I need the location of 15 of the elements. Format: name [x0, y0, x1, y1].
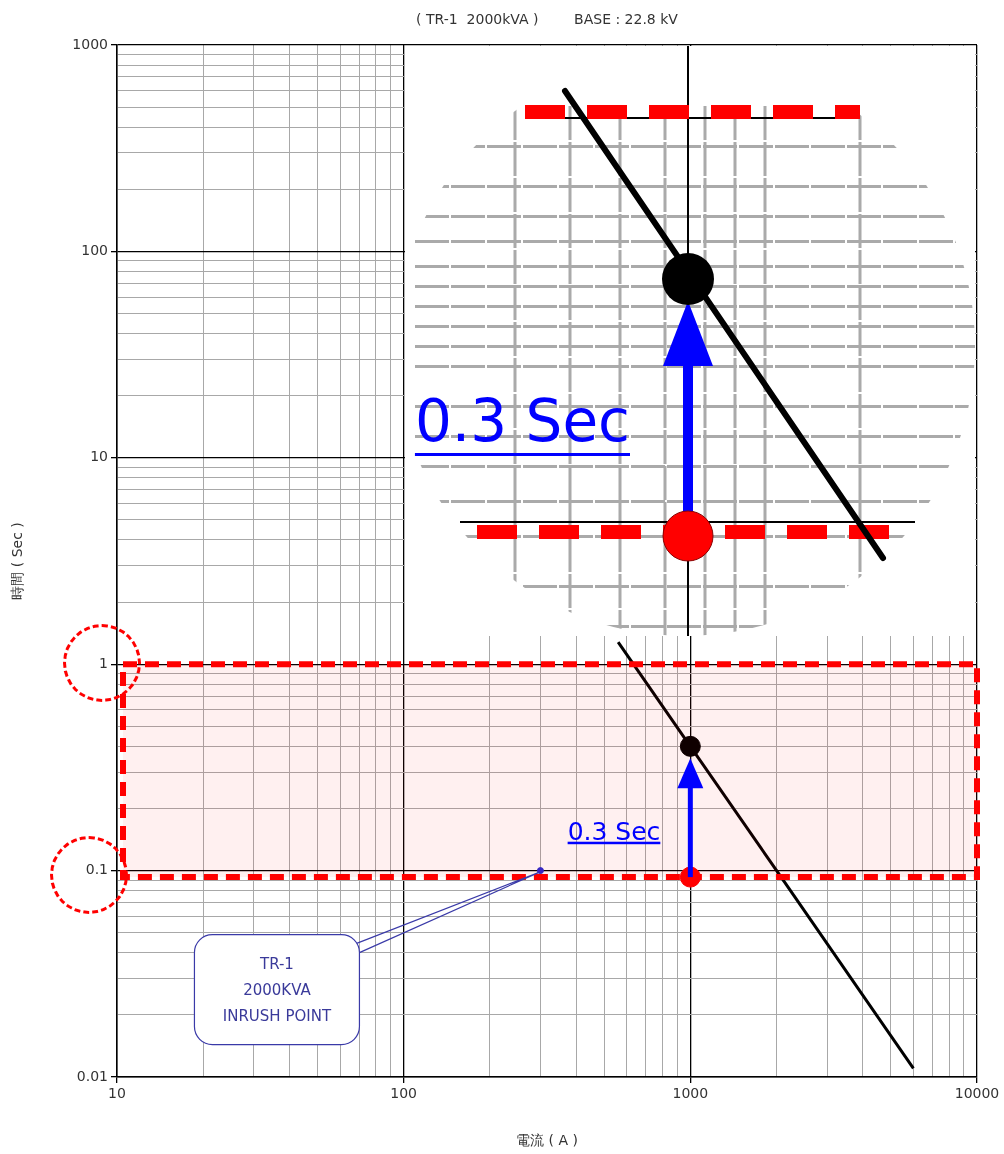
x-tick-label: 10000: [954, 1085, 1000, 1102]
y-tick-label: 100: [81, 242, 108, 259]
y-tick-label: 10: [90, 448, 108, 465]
y-tick-label: 0.01: [76, 1067, 108, 1084]
chart-title: ( TR-1 2000kVA ) BASE : 22.8 kV: [416, 10, 679, 27]
annotation: 0.3 Sec: [567, 816, 661, 846]
annotation: TR-1 2000KVA INRUSH POINT: [222, 954, 332, 1025]
x-tick-label: 10: [108, 1085, 126, 1102]
x-axis-title: 電流 ( A ): [516, 1132, 578, 1149]
y-axis-title: 時間 ( Sec ): [9, 522, 26, 600]
y-tick-label: 0.1: [85, 861, 108, 878]
y-tick-label: 1: [99, 654, 108, 671]
y-tick-label: 1000: [72, 35, 108, 52]
x-tick-label: 100: [390, 1085, 418, 1102]
x-tick-label: 1000: [672, 1085, 709, 1102]
